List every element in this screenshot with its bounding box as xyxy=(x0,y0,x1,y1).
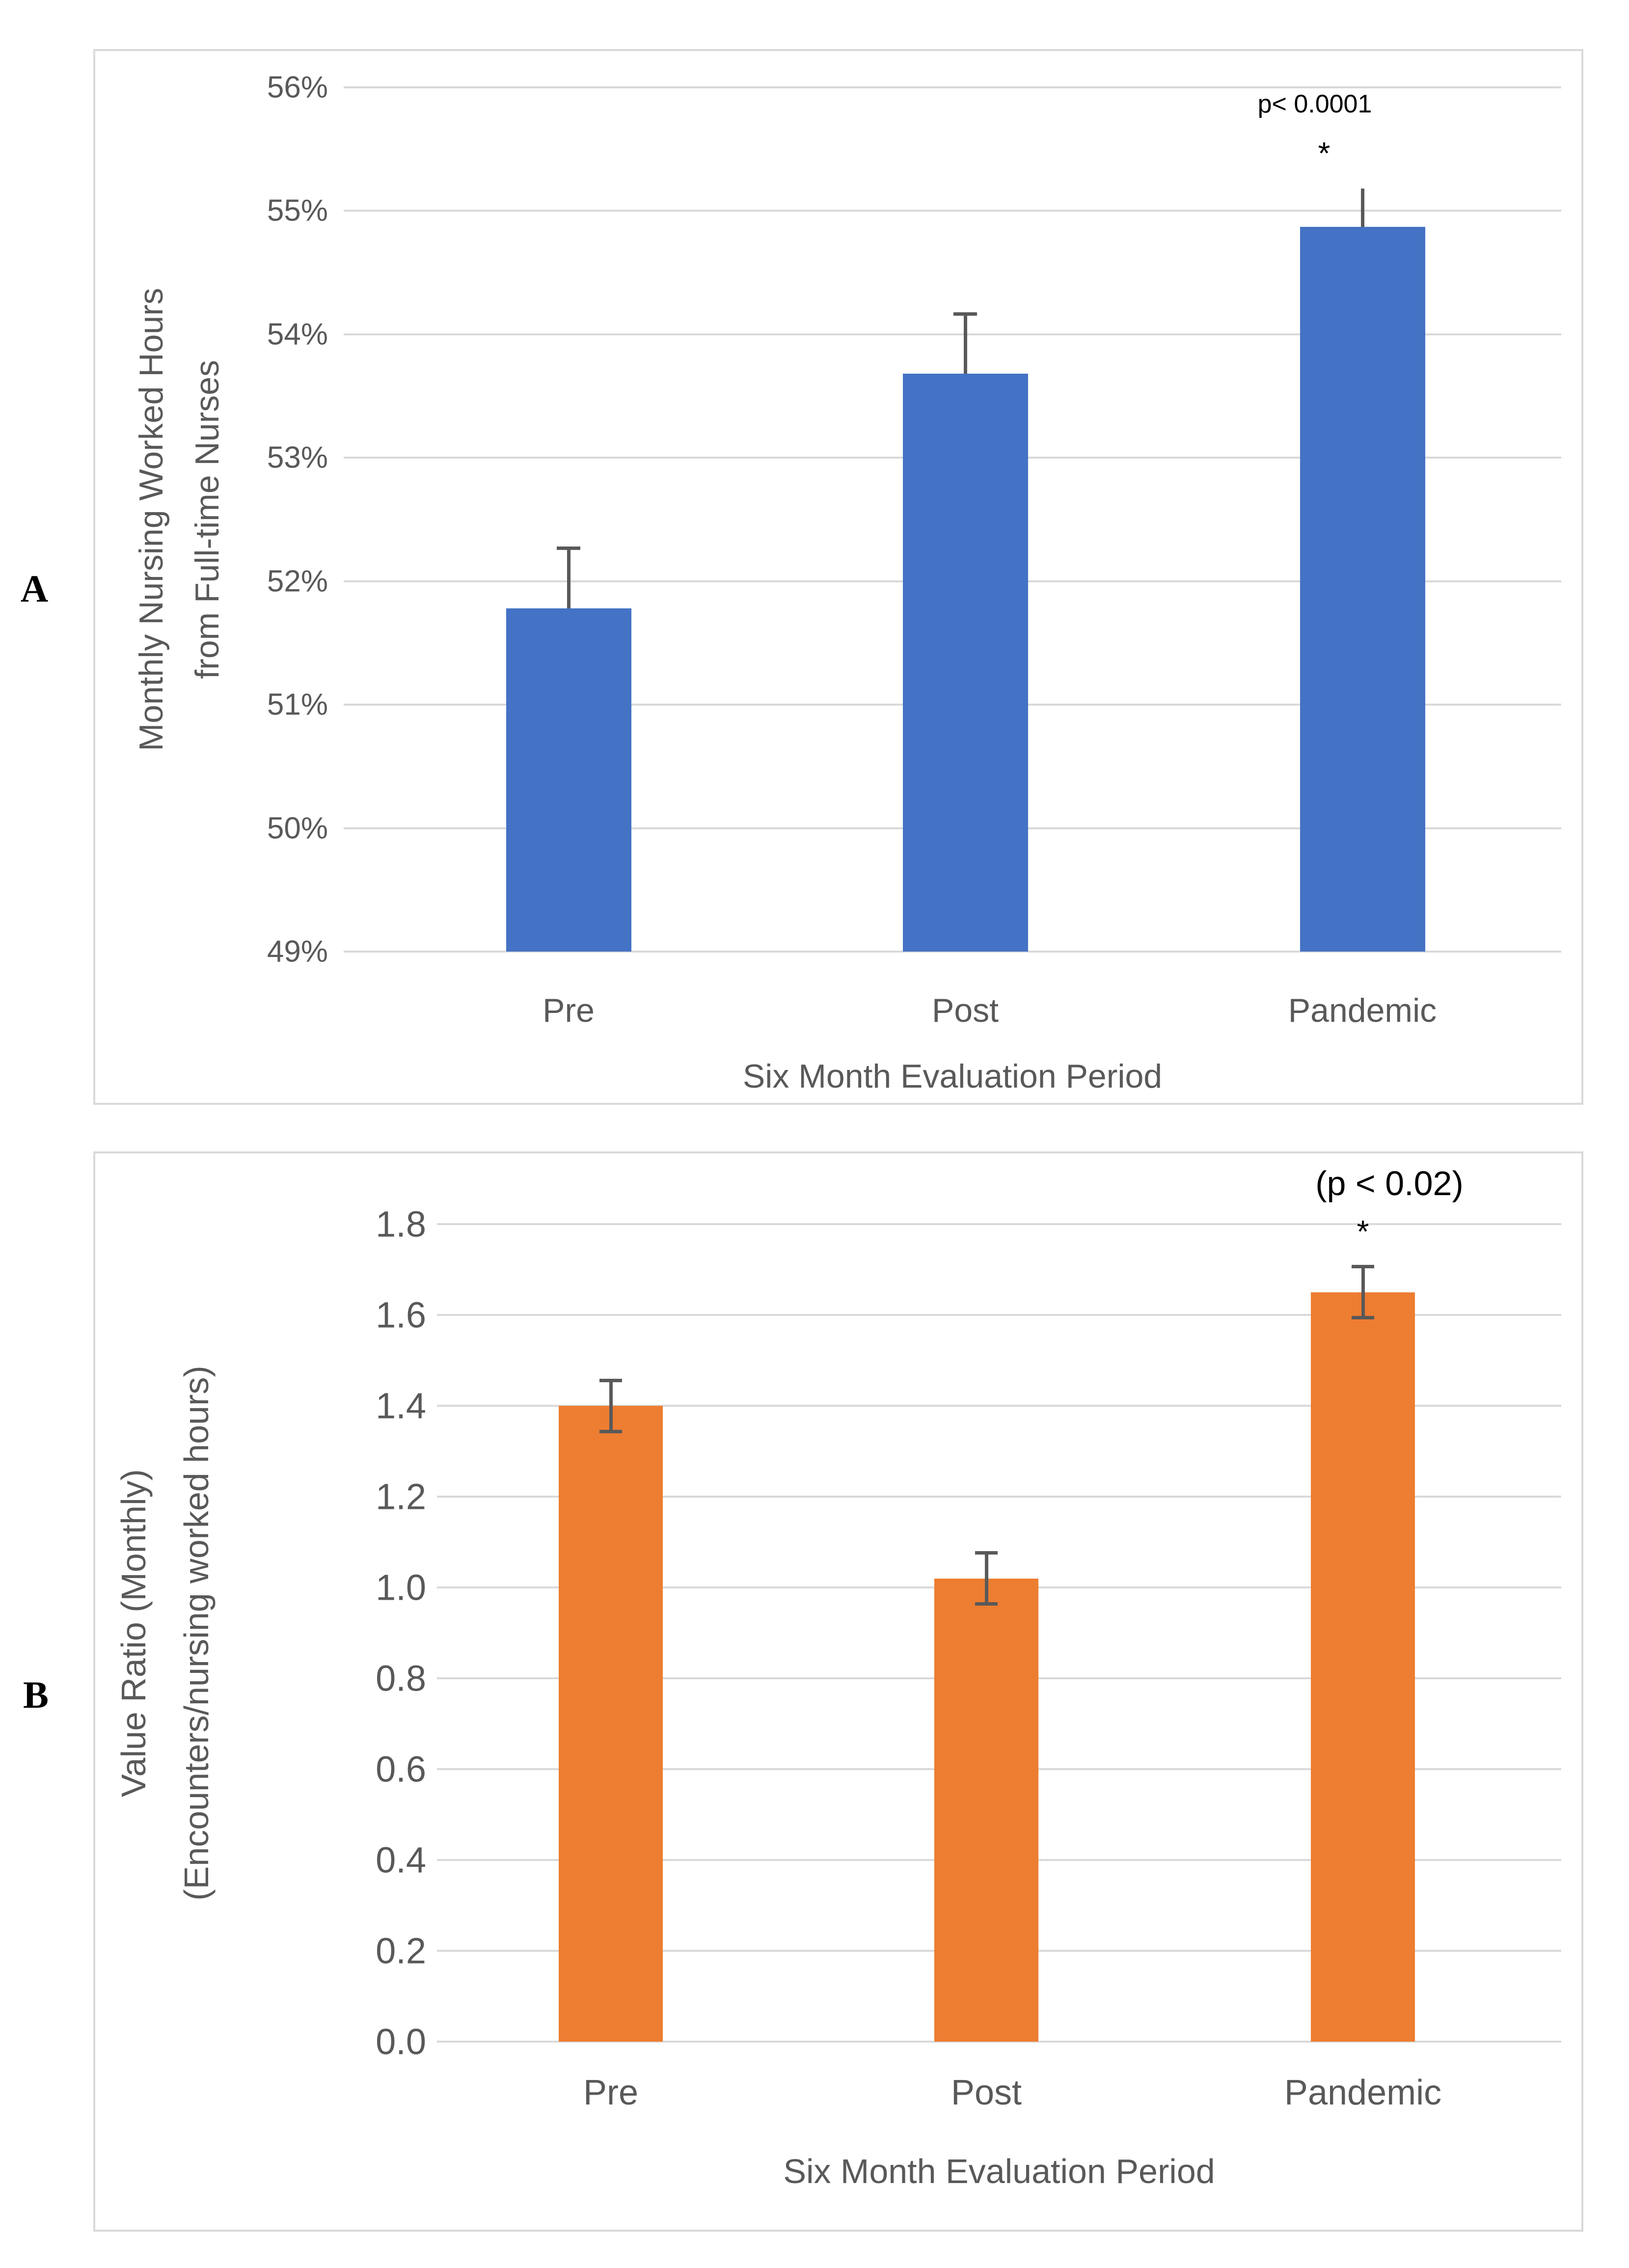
gridline-56% xyxy=(344,86,1561,88)
x-category-label-post: Post xyxy=(931,992,999,1029)
y-tick-label: 49% xyxy=(267,934,328,969)
y-tick-label: 1.8 xyxy=(376,1203,426,1245)
y-tick-label: 0.8 xyxy=(376,1658,426,1699)
x-category-label-pre: Pre xyxy=(543,992,595,1029)
gridline-1.4 xyxy=(437,1405,1561,1407)
y-tick-label: 53% xyxy=(267,440,328,475)
x-category-label-pre: Pre xyxy=(583,2073,639,2112)
panel-b-significance-asterisk: * xyxy=(1357,1214,1369,1249)
panel-a-y-axis-title-line2: from Full-time Nurses xyxy=(189,360,226,679)
gridline-0.0 xyxy=(437,2041,1561,2043)
bar-post xyxy=(902,374,1028,952)
panel-a-significance-asterisk: * xyxy=(1318,136,1330,171)
y-tick-label: 50% xyxy=(267,811,328,846)
gridline-1.6 xyxy=(437,1314,1561,1316)
y-tick-label: 1.4 xyxy=(376,1385,426,1426)
error-cap-bottom-pre xyxy=(599,1429,622,1433)
y-tick-label: 52% xyxy=(267,564,328,599)
gridline-49% xyxy=(344,951,1561,953)
error-bar-post xyxy=(963,312,967,374)
y-tick-label: 56% xyxy=(267,70,328,105)
gridline-55% xyxy=(344,210,1561,212)
error-cap-bottom-post xyxy=(975,1602,998,1606)
y-tick-label: 1.6 xyxy=(376,1294,426,1336)
y-tick-label: 0.6 xyxy=(376,1749,426,1790)
bar-post xyxy=(934,1578,1038,2042)
gridline-1.2 xyxy=(437,1496,1561,1498)
error-bar-pandemic xyxy=(1360,189,1364,227)
error-cap-bottom-pandemic xyxy=(1352,1316,1374,1320)
y-tick-label: 1.0 xyxy=(376,1567,426,1608)
x-category-label-post: Post xyxy=(950,2073,1022,2112)
error-cap-top-pandemic xyxy=(1352,1265,1374,1269)
x-category-label-pandemic: Pandemic xyxy=(1288,992,1437,1029)
panel-a-marker: A xyxy=(20,567,49,610)
panel-b-marker: B xyxy=(23,1673,49,1716)
error-cap-top-pre xyxy=(599,1378,622,1382)
gridline-54% xyxy=(344,333,1561,335)
panel-b-x-axis-title: Six Month Evaluation Period xyxy=(783,2152,1215,2190)
error-cap-top-pre xyxy=(557,547,580,550)
panel-b-pvalue-annotation: (p < 0.02) xyxy=(1315,1164,1464,1202)
error-bar-pandemic xyxy=(1361,1265,1365,1320)
error-cap-top-post xyxy=(953,312,977,316)
bar-pre xyxy=(506,608,631,952)
bar-pandemic xyxy=(1300,227,1425,952)
x-category-label-pandemic: Pandemic xyxy=(1284,2073,1442,2112)
y-tick-label: 55% xyxy=(267,193,328,228)
y-tick-label: 54% xyxy=(267,317,328,352)
error-bar-pre xyxy=(609,1378,613,1433)
error-bar-post xyxy=(984,1551,988,1606)
gridline-1.8 xyxy=(437,1223,1561,1225)
bar-pandemic xyxy=(1311,1292,1415,2042)
error-cap-top-post xyxy=(975,1551,998,1555)
panel-a-pvalue-annotation: p< 0.0001 xyxy=(1257,90,1372,118)
y-tick-label: 51% xyxy=(267,687,328,722)
y-tick-label: 1.2 xyxy=(376,1476,426,1517)
panel-b-y-axis-title-line1: Value Ratio (Monthly) xyxy=(114,1469,153,1797)
y-tick-label: 0.0 xyxy=(376,2021,426,2062)
panel-b-y-axis-title-line2: (Encounters/nursing worked hours) xyxy=(177,1365,216,1901)
y-tick-label: 0.4 xyxy=(376,1839,426,1881)
error-bar-pre xyxy=(567,547,570,609)
y-tick-label: 0.2 xyxy=(376,1930,426,1971)
bar-pre xyxy=(559,1406,663,2042)
panel-a-y-axis-title-line1: Monthly Nursing Worked Hours xyxy=(133,288,170,751)
panel-a-x-axis-title: Six Month Evaluation Period xyxy=(742,1058,1163,1095)
